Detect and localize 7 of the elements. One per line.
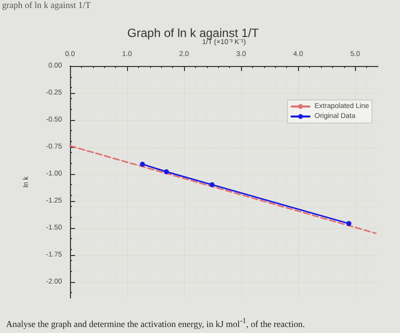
chart-title: Graph of ln k against 1/T — [127, 26, 260, 40]
point — [346, 221, 352, 226]
point — [164, 169, 169, 174]
text: Analyse the graph and determine the activation energy, in kJ mol$^{-1}$, of the reaction. — [6, 316, 305, 329]
point — [140, 162, 145, 167]
text: graph of ln k against 1/T — [2, 0, 91, 10]
point — [210, 182, 215, 188]
